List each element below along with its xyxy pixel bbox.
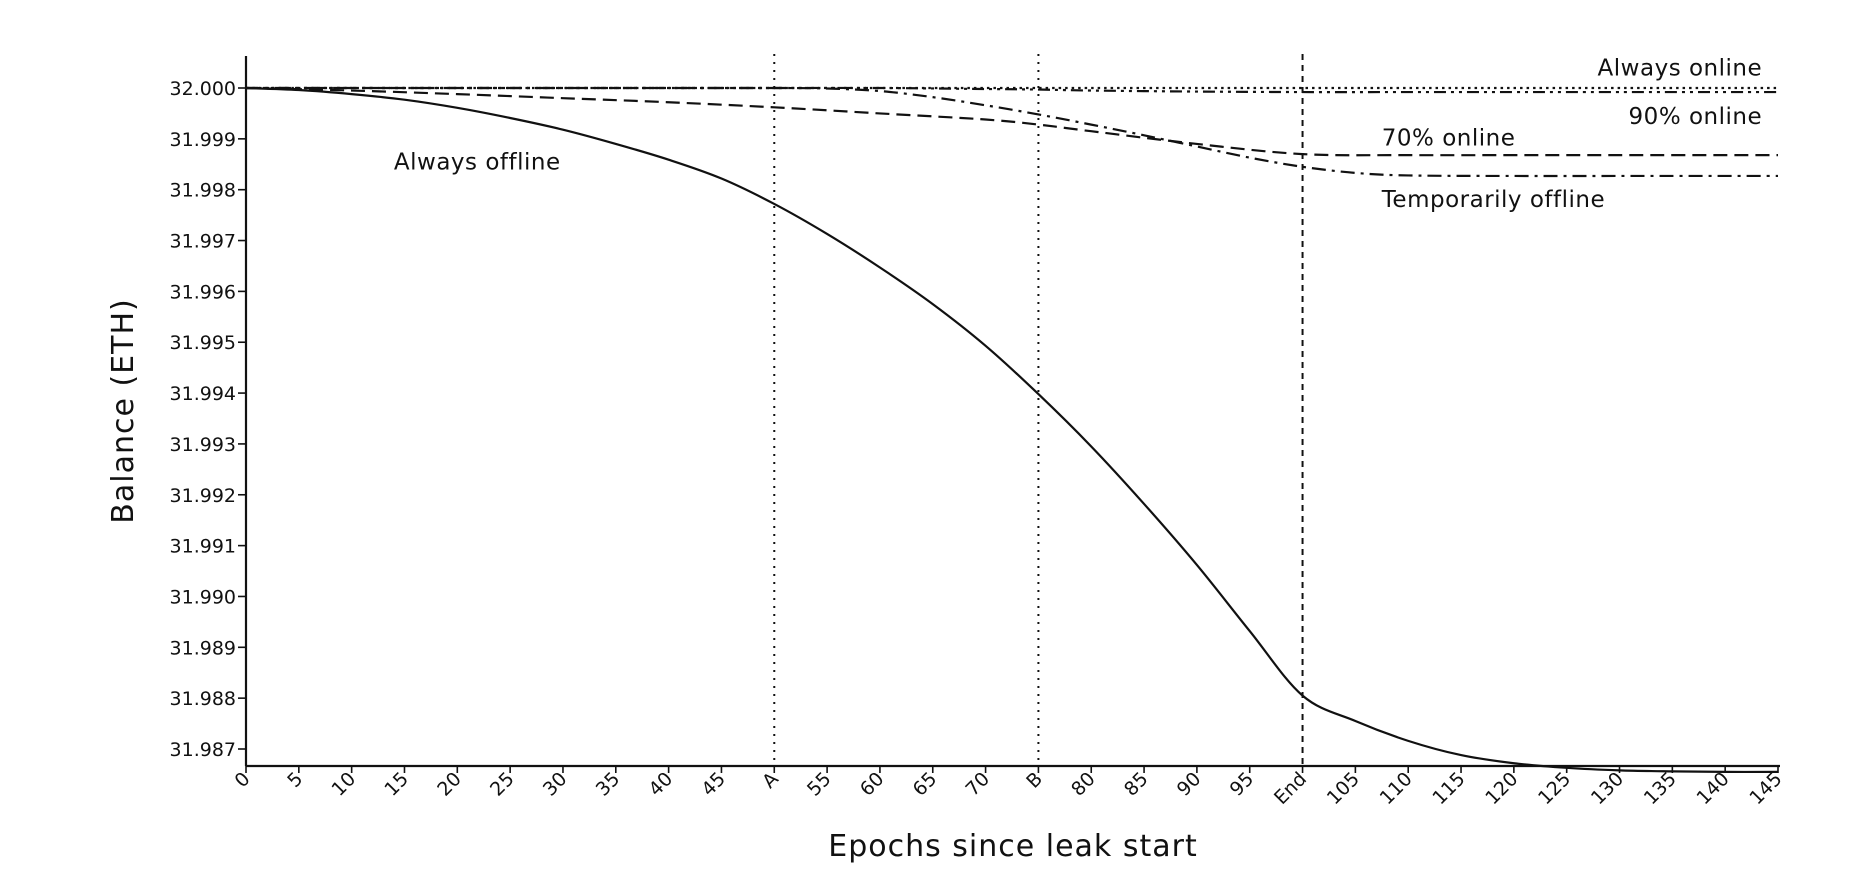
vertical-markers [773,54,1304,766]
x-tick-label-0: 0 [230,768,254,792]
series-line-70pct-online [245,86,1778,157]
x-tick-label-30: 30 [539,768,572,801]
y-tick-label-31-998: 31.998 [170,180,236,202]
x-tick-label-10: 10 [328,768,361,801]
x-tick-label-5: 5 [283,768,307,792]
x-tick-label-20: 20 [433,768,466,801]
x-tick-label-130: 130 [1587,768,1628,809]
y-tick-label-31-993: 31.993 [170,434,236,456]
x-tick-label-105: 105 [1323,768,1364,809]
x-tick-label-110: 110 [1376,768,1417,809]
x-tick-label-120: 120 [1481,768,1522,809]
x-tick-label-90: 90 [1173,768,1206,801]
x-tick-label-140: 140 [1693,768,1734,809]
x-tick-label-115: 115 [1428,768,1469,809]
y-tick-label-31-988: 31.988 [170,688,236,710]
series-group [245,86,1779,774]
y-tick-label-32-000: 32.000 [170,78,236,100]
x-tick-label-85: 85 [1120,768,1153,801]
x-tick-label-70: 70 [961,768,994,801]
y-tick-label-31-987: 31.987 [170,739,236,761]
x-tick-label-45: 45 [697,768,730,801]
y-tick-label-31-989: 31.989 [170,637,236,659]
series-label-90pct-online: 90% online [1629,104,1763,130]
y-axis-title: Balance (ETH) [106,298,141,523]
x-tick-label-25: 25 [486,768,519,801]
y-tick-label-31-996: 31.996 [170,281,236,303]
x-axis-title: Epochs since leak start [828,829,1197,864]
x-tick-label-b: B [1022,768,1047,793]
x-tick-label-end: End [1270,768,1311,809]
series-line-always-offline [245,86,1779,774]
y-tick-label-31-994: 31.994 [170,383,236,405]
x-tick-label-135: 135 [1640,768,1681,809]
x-tick-label-95: 95 [1226,768,1259,801]
y-axis-ticks: 32.000 31.999 31.998 31.997 31.996 31.995 31.9… [170,78,246,761]
y-tick-label-31-995: 31.995 [170,332,236,354]
x-tick-label-80: 80 [1067,768,1100,801]
x-tick-label-40: 40 [644,768,677,801]
series-line-temporarily-offline [245,86,1779,178]
y-tick-label-31-997: 31.997 [170,231,236,253]
x-tick-label-55: 55 [803,768,836,801]
series-line-90pct-online [245,86,1778,94]
series-label-temporarily-offline: Temporarily offline [1381,187,1605,213]
x-tick-label-15: 15 [380,768,413,801]
x-tick-label-145: 145 [1745,768,1786,809]
y-tick-label-31-990: 31.990 [170,586,236,608]
y-tick-label-31-999: 31.999 [170,129,236,151]
x-tick-label-a: A [758,768,783,793]
x-tick-label-65: 65 [909,768,942,801]
series-label-always-online: Always online [1598,56,1763,82]
series-labels: Always online 90% online 70% online Tempora… [394,56,1762,213]
x-tick-label-35: 35 [592,768,625,801]
x-tick-label-60: 60 [856,768,889,801]
x-axis-ticks: 0 5 10 15 20 25 30 35 40 45 A 55 60 65 70 B 80 85 90 95 End 1… [230,766,1787,809]
series-label-70pct-online: 70% online [1382,125,1516,151]
x-tick-label-125: 125 [1534,768,1575,809]
y-tick-label-31-991: 31.991 [170,536,236,558]
series-label-always-offline: Always offline [394,150,561,176]
y-tick-label-31-992: 31.992 [170,485,236,507]
